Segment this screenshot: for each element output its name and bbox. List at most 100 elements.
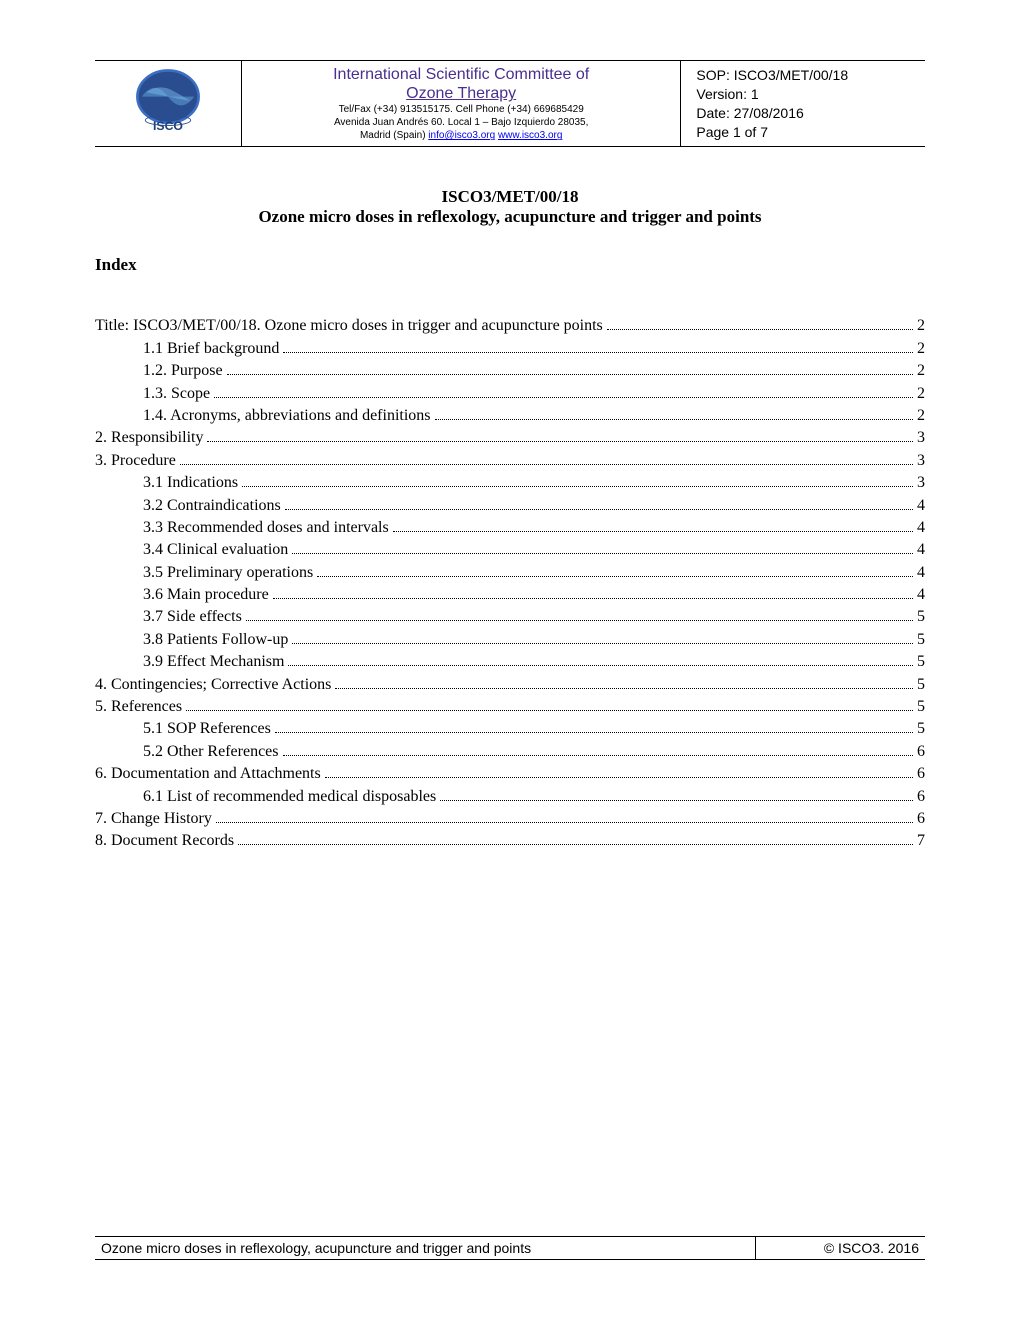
toc-page: 4 — [917, 495, 925, 517]
toc-page: 6 — [917, 808, 925, 830]
toc-page: 4 — [917, 562, 925, 584]
toc-dots — [292, 643, 913, 644]
toc-dots — [335, 688, 913, 689]
toc-line: 3.5 Preliminary operations 4 — [95, 562, 925, 584]
toc-dots — [393, 531, 913, 532]
index-heading: Index — [95, 255, 925, 275]
document-title: Ozone micro doses in reflexology, acupun… — [95, 207, 925, 227]
toc-line: 3. Procedure 3 — [95, 450, 925, 472]
toc-page: 6 — [917, 741, 925, 763]
toc-label: 3.3 Recommended doses and intervals — [143, 517, 389, 539]
toc-label: 5.2 Other References — [143, 741, 279, 763]
contact-prefix: Madrid (Spain) — [360, 130, 428, 141]
toc-dots — [288, 665, 913, 666]
toc-label: 3.5 Preliminary operations — [143, 562, 313, 584]
toc-dots — [273, 598, 913, 599]
contact-line1: Tel/Fax (+34) 913515175. Cell Phone (+34… — [250, 103, 672, 116]
toc-dots — [325, 777, 913, 778]
toc-label: 2. Responsibility — [95, 427, 203, 449]
toc-line: 5.1 SOP References 5 — [95, 718, 925, 740]
toc-dots — [238, 844, 913, 845]
toc-label: 5.1 SOP References — [143, 718, 271, 740]
toc-label: 3.4 Clinical evaluation — [143, 539, 288, 561]
org-title-line2: Ozone Therapy — [250, 84, 672, 103]
toc-page: 2 — [917, 315, 925, 337]
header-right-cell: SOP: ISCO3/MET/00/18 Version: 1 Date: 27… — [681, 61, 925, 147]
isco3-logo-icon: ISCO — [123, 66, 213, 136]
toc-page: 2 — [917, 360, 925, 382]
toc-label: 3.1 Indications — [143, 472, 238, 494]
toc-line: 3.2 Contraindications 4 — [95, 495, 925, 517]
toc-line: 3.8 Patients Follow-up 5 — [95, 629, 925, 651]
toc-line: 1.2. Purpose 2 — [95, 360, 925, 382]
toc-label: 7. Change History — [95, 808, 212, 830]
header-table: ISCO International Scientific Committee … — [95, 60, 925, 147]
toc-page: 5 — [917, 718, 925, 740]
contact-line3: Madrid (Spain) info@isco3.org www.isco3.… — [250, 129, 672, 142]
toc-dots — [285, 509, 913, 510]
toc-page: 5 — [917, 651, 925, 673]
toc-label: 3.7 Side effects — [143, 606, 242, 628]
toc-label: 3. Procedure — [95, 450, 176, 472]
toc-label: 3.9 Effect Mechanism — [143, 651, 284, 673]
toc-line: 3.9 Effect Mechanism 5 — [95, 651, 925, 673]
org-title-line1: International Scientific Committee of — [250, 65, 672, 84]
toc-line: 1.1 Brief background 2 — [95, 338, 925, 360]
toc-line: 4. Contingencies; Corrective Actions 5 — [95, 674, 925, 696]
toc-page: 2 — [917, 383, 925, 405]
toc-line: 3.6 Main procedure 4 — [95, 584, 925, 606]
toc-label: 3.6 Main procedure — [143, 584, 269, 606]
toc-line: 1.4. Acronyms, abbreviations and definit… — [95, 405, 925, 427]
footer: Ozone micro doses in reflexology, acupun… — [95, 1236, 925, 1260]
table-of-contents: Title: ISCO3/MET/00/18. Ozone micro dose… — [95, 315, 925, 852]
toc-label: 1.4. Acronyms, abbreviations and definit… — [143, 405, 431, 427]
toc-dots — [216, 822, 913, 823]
toc-line: 3.3 Recommended doses and intervals 4 — [95, 517, 925, 539]
toc-line: 3.7 Side effects 5 — [95, 606, 925, 628]
toc-page: 4 — [917, 517, 925, 539]
toc-dots — [207, 441, 913, 442]
toc-page: 6 — [917, 763, 925, 785]
toc-dots — [186, 710, 913, 711]
toc-label: 1.2. Purpose — [143, 360, 223, 382]
header-center-cell: International Scientific Committee of Oz… — [241, 61, 680, 147]
toc-label: 3.2 Contraindications — [143, 495, 281, 517]
footer-left: Ozone micro doses in reflexology, acupun… — [95, 1237, 755, 1260]
contact-email-link[interactable]: info@isco3.org — [428, 130, 495, 141]
toc-page: 5 — [917, 696, 925, 718]
toc-line: 7. Change History 6 — [95, 808, 925, 830]
toc-page: 7 — [917, 830, 925, 852]
toc-page: 5 — [917, 674, 925, 696]
toc-line: 2. Responsibility 3 — [95, 427, 925, 449]
toc-line: Title: ISCO3/MET/00/18. Ozone micro dose… — [95, 315, 925, 337]
toc-line: 5.2 Other References 6 — [95, 741, 925, 763]
toc-page: 3 — [917, 472, 925, 494]
toc-dots — [283, 352, 913, 353]
toc-label: 1.1 Brief background — [143, 338, 279, 360]
toc-line: 3.1 Indications 3 — [95, 472, 925, 494]
toc-label: 4. Contingencies; Corrective Actions — [95, 674, 331, 696]
toc-page: 2 — [917, 405, 925, 427]
version-line: Version: 1 — [696, 85, 917, 104]
toc-line: 8. Document Records 7 — [95, 830, 925, 852]
toc-page: 2 — [917, 338, 925, 360]
contact-line2: Avenida Juan Andrés 60. Local 1 – Bajo I… — [250, 116, 672, 129]
toc-dots — [440, 800, 913, 801]
toc-label: 3.8 Patients Follow-up — [143, 629, 288, 651]
toc-page: 4 — [917, 584, 925, 606]
toc-line: 6. Documentation and Attachments 6 — [95, 763, 925, 785]
toc-page: 6 — [917, 786, 925, 808]
toc-line: 5. References 5 — [95, 696, 925, 718]
toc-dots — [214, 397, 913, 398]
toc-dots — [317, 576, 913, 577]
toc-dots — [292, 553, 913, 554]
toc-page: 4 — [917, 539, 925, 561]
toc-dots — [180, 464, 913, 465]
sop-line: SOP: ISCO3/MET/00/18 — [696, 66, 917, 85]
toc-line: 1.3. Scope 2 — [95, 383, 925, 405]
footer-right: © ISCO3. 2016 — [755, 1237, 925, 1260]
toc-dots — [227, 374, 913, 375]
contact-web-link[interactable]: www.isco3.org — [498, 130, 562, 141]
toc-page: 3 — [917, 427, 925, 449]
toc-label: 5. References — [95, 696, 182, 718]
